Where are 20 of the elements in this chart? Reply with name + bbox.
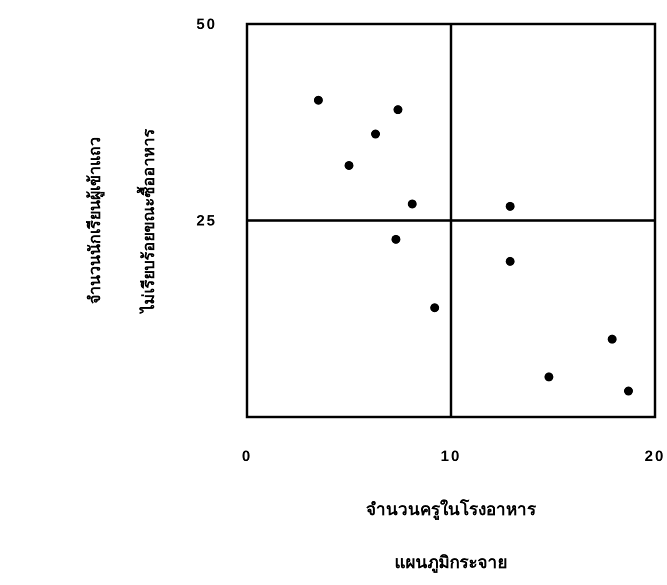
point: [506, 256, 515, 266]
text: แผนภูมิกระจาย: [394, 553, 508, 574]
point: [314, 96, 323, 105]
y-tick-label: 50: [196, 16, 217, 33]
point: [344, 160, 354, 170]
point: [624, 386, 633, 396]
y-tick-label: 25: [196, 212, 217, 230]
x-tick-label: 0: [242, 448, 252, 465]
x-axis-title: จำนวนครูในโรงอาหาร: [366, 499, 537, 521]
x-tick-label: 20: [644, 448, 666, 465]
point: [430, 303, 440, 312]
point: [371, 130, 380, 139]
point: [391, 234, 400, 244]
point: [544, 372, 554, 382]
text: จำนวนนักเรียนผู้เข้าแถว ไม่เรียบร้อยขณะซื้ออาหาร: [87, 128, 158, 312]
point: [608, 334, 617, 344]
point: [393, 105, 402, 114]
point: [408, 199, 417, 208]
x-tick-label: 10: [440, 448, 462, 465]
point: [506, 202, 515, 211]
